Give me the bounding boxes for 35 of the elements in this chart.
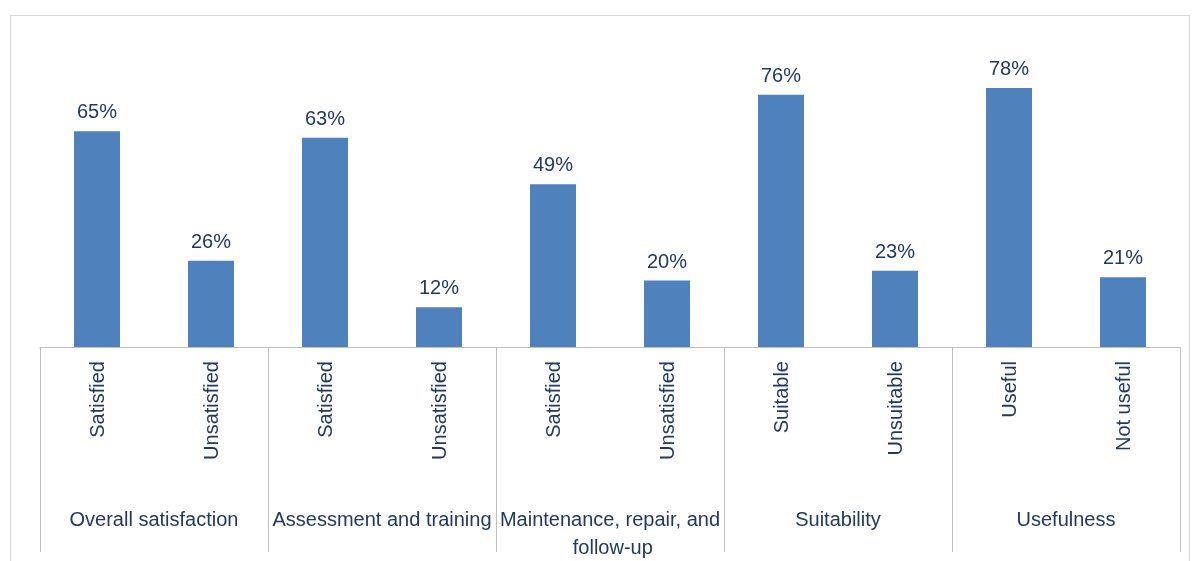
x-tick-label: Unsatisfied [200,361,222,460]
data-label: 63% [304,106,346,129]
data-label: 78% [988,57,1030,80]
bar [644,280,690,347]
data-label: 26% [190,229,232,252]
bar [530,184,576,347]
bar [302,137,348,347]
x-tick-label: Unsuitable [884,361,906,456]
bar [986,88,1032,347]
data-label: 65% [76,100,118,123]
text: Overall satisfaction [69,508,239,530]
x-tick-label: Satisfied [86,361,108,438]
bar [416,307,462,347]
x-tick-label: Satisfied [542,361,564,438]
text: Usefulness [1016,508,1116,530]
text: Suitability [795,508,881,530]
bar [872,270,918,347]
x-tick-label: Unsatisfied [656,361,678,460]
data-label: 23% [874,239,916,262]
x-tick-label: Not useful [1112,361,1134,452]
text: Assessment and training [272,508,492,530]
x-tick-label: Suitable [770,361,792,434]
data-label: 20% [646,249,688,272]
data-label: 12% [418,276,460,299]
bar [74,131,120,347]
data-label: 21% [1102,246,1144,269]
data-label: 76% [760,63,802,86]
bar [1100,277,1146,347]
x-tick-label: Satisfied [314,361,336,438]
x-tick-label: Useful [998,361,1020,418]
data-label: 49% [532,153,574,176]
x-tick-label: Unsatisfied [428,361,450,460]
bar [188,260,234,347]
text: Maintenance, repair, and follow-up [499,508,721,558]
bar [758,94,804,347]
